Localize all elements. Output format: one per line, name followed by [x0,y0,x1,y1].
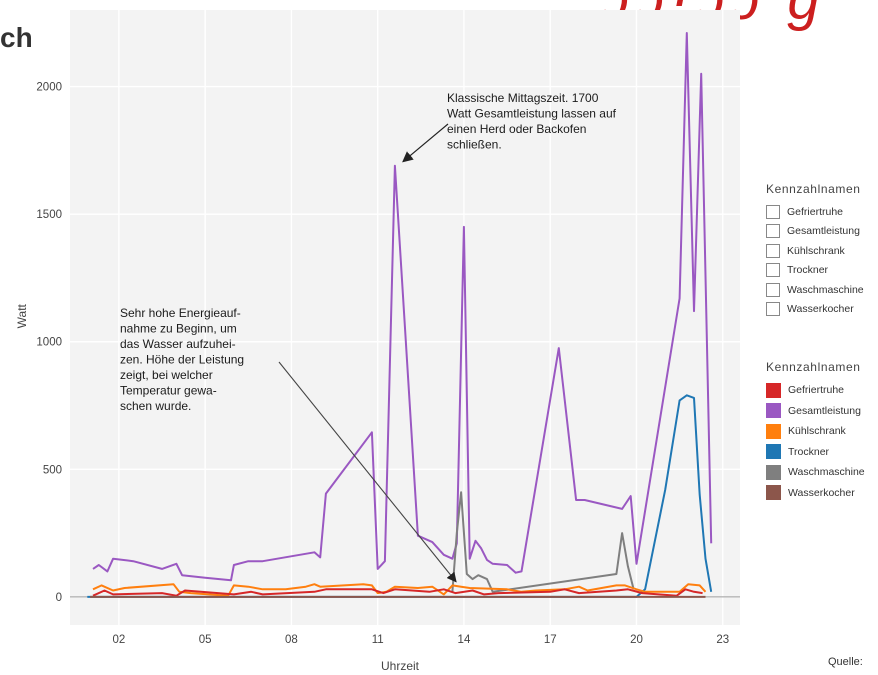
legend-item-trockner[interactable]: Trockner [766,261,864,281]
legend-item-waschmaschine[interactable]: Waschmaschine [766,462,865,483]
legend-label: Waschmaschine [787,283,864,296]
series-line-kühlschrank [92,583,707,597]
annotation-arrow-mittagszeit [402,123,449,163]
legend-item-gesamtleistung[interactable]: Gesamtleistung [766,222,864,242]
legend-item-wasserkocher[interactable]: Wasserkocher [766,483,865,504]
legend-label: Wasserkocher [787,303,854,316]
legend-label: Kühlschrank [788,425,846,438]
legend-title: Kennzahlnamen [766,360,861,374]
legend-label: Wasserkocher [788,486,855,499]
legend-title: Kennzahlnamen [766,182,861,196]
y-tick-label: 1000 [36,337,62,349]
y-tick-label: 500 [43,464,62,476]
legend-swatch [766,382,781,398]
legend-item-waschmaschine[interactable]: Waschmaschine [766,280,864,300]
legend-checkbox[interactable] [766,224,780,239]
legend-checkbox[interactable] [766,282,780,297]
legend-swatch [766,403,781,419]
series-line-gesamtleistung [92,32,713,582]
legend-label: Gefriertruhe [788,384,845,397]
heading-fragment: ch [0,22,33,53]
x-tick-label: 20 [630,634,643,646]
x-tick-label: 02 [112,634,125,646]
y-tick-label: 2000 [36,82,62,94]
x-tick-label: 14 [458,634,471,646]
x-tick-label: 23 [716,634,729,646]
legend-checkbox[interactable] [766,302,780,317]
x-tick-label: 11 [372,634,384,646]
legend-outline: Kennzahlnamen Gefriertruhe Gesamtleistun… [766,182,864,319]
series-line-gefriertruhe [92,588,703,597]
annotation-arrow-energieaufnahme [278,361,457,583]
legend-checkbox[interactable] [766,204,780,219]
legend-checkbox[interactable] [766,243,780,258]
series-line-waschmaschine [451,491,635,593]
y-tick-label: 0 [56,592,62,604]
x-tick-label: 17 [544,634,557,646]
legend-colors: Kennzahlnamen Gefriertruhe Gesamtleistun… [766,360,865,503]
legend-label: Gesamtleistung [787,225,860,238]
legend-label: Gesamtleistung [788,404,861,417]
x-tick-label: 08 [285,634,298,646]
legend-item-gefriertruhe[interactable]: Gefriertruhe [766,380,865,401]
x-axis-label: Uhrzeit [381,659,420,673]
legend-swatch [766,423,781,439]
legend-item-wasserkocher[interactable]: Wasserkocher [766,300,864,320]
legend-label: Gefriertruhe [787,205,844,218]
legend-label: Kühlschrank [787,244,845,257]
legend-label: Waschmaschine [788,466,865,479]
annotation-text-energieaufnahme: Sehr hohe Energieauf-nahme zu Beginn, um… [120,306,244,413]
legend-checkbox[interactable] [766,263,780,278]
legend-item-kuehlschrank[interactable]: Kühlschrank [766,421,865,442]
legend-item-gesamtleistung[interactable]: Gesamtleistung [766,401,865,422]
legend-item-kuehlschrank[interactable]: Kühlschrank [766,241,864,261]
source-label: Quelle: [828,656,863,668]
legend-swatch [766,485,781,501]
x-tick-label: 05 [199,634,212,646]
legend-label: Trockner [788,445,830,458]
y-axis-label: Watt [15,303,29,328]
legend-swatch [766,444,781,460]
legend-swatch [766,464,781,480]
legend-label: Trockner [787,264,829,277]
annotation-text-mittagszeit: Klassische Mittagszeit. 1700 Watt Gesamtl… [447,91,617,152]
legend-item-gefriertruhe[interactable]: Gefriertruhe [766,202,864,222]
y-tick-label: 1500 [36,209,62,221]
legend-item-trockner[interactable]: Trockner [766,442,865,463]
